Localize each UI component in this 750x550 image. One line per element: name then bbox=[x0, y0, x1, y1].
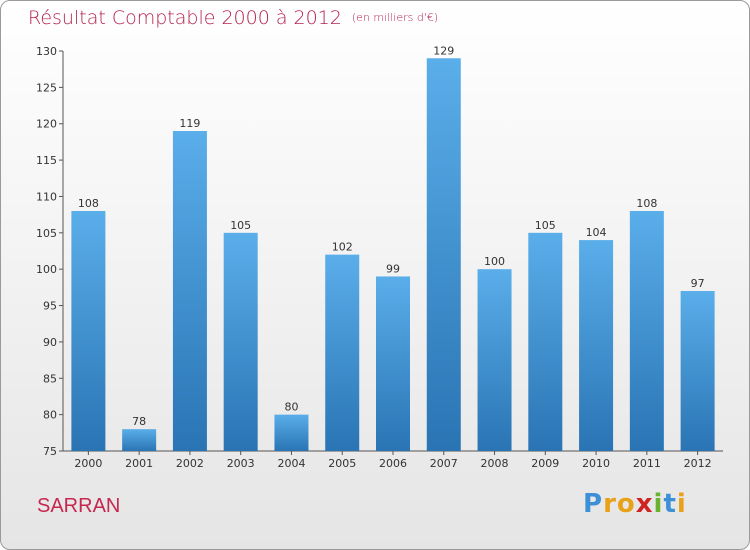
y-tick-label: 130 bbox=[36, 45, 57, 58]
data-label-2006: 99 bbox=[386, 262, 400, 275]
logo-letter: o bbox=[616, 489, 636, 519]
x-tick-label: 2002 bbox=[176, 457, 204, 470]
bar-2005 bbox=[325, 254, 360, 451]
x-tick-label: 2007 bbox=[430, 457, 458, 470]
y-tick-label: 120 bbox=[36, 118, 57, 131]
data-label-2012: 97 bbox=[691, 277, 705, 290]
data-label-2008: 100 bbox=[484, 255, 505, 268]
x-tick-label: 2000 bbox=[74, 457, 102, 470]
data-label-2009: 105 bbox=[535, 219, 556, 232]
y-tick-label: 125 bbox=[36, 81, 57, 94]
y-tick-label: 85 bbox=[43, 372, 57, 385]
data-label-2003: 105 bbox=[230, 219, 251, 232]
proxiti-logo: Proxiti bbox=[583, 489, 687, 519]
y-tick-label: 75 bbox=[43, 445, 57, 458]
bar-2009 bbox=[528, 232, 563, 451]
x-tick-label: 2001 bbox=[125, 457, 153, 470]
logo-letter: i bbox=[676, 489, 687, 519]
x-tick-label: 2009 bbox=[531, 457, 559, 470]
y-tick-label: 105 bbox=[36, 227, 57, 240]
bar-2003 bbox=[223, 232, 258, 451]
x-tick-label: 2010 bbox=[582, 457, 610, 470]
logo-letter: i bbox=[653, 489, 664, 519]
bar-2006 bbox=[376, 276, 410, 451]
data-label-2004: 80 bbox=[284, 401, 298, 414]
bar-2010 bbox=[579, 240, 614, 451]
chart-title: Résultat Comptable 2000 à 2012 (en millie… bbox=[28, 7, 438, 29]
data-label-2011: 108 bbox=[636, 197, 657, 210]
bar-2001 bbox=[122, 429, 157, 451]
logo-letter: P bbox=[583, 489, 604, 519]
data-label-2002: 119 bbox=[179, 117, 200, 130]
data-label-2007: 129 bbox=[433, 44, 454, 57]
bar-2007 bbox=[426, 58, 461, 451]
chart-title-text: Résultat Comptable 2000 à 2012 bbox=[28, 7, 342, 29]
x-tick-label: 2003 bbox=[227, 457, 255, 470]
bar-2002 bbox=[172, 131, 207, 451]
y-tick-label: 115 bbox=[36, 154, 57, 167]
bar-2004 bbox=[274, 414, 309, 451]
x-tick-label: 2004 bbox=[277, 457, 305, 470]
y-tick-label: 90 bbox=[43, 336, 57, 349]
commune-name: SARRAN bbox=[37, 495, 121, 517]
y-tick-label: 110 bbox=[36, 190, 57, 203]
x-tick-label: 2008 bbox=[481, 457, 509, 470]
bar-2008 bbox=[477, 269, 512, 451]
logo-letter: r bbox=[603, 489, 617, 519]
data-label-2005: 102 bbox=[332, 241, 353, 254]
data-label-2000: 108 bbox=[78, 197, 99, 210]
x-tick-label: 2011 bbox=[633, 457, 661, 470]
x-tick-label: 2005 bbox=[328, 457, 356, 470]
y-tick-label: 80 bbox=[43, 409, 57, 422]
y-tick-label: 100 bbox=[36, 263, 57, 276]
data-label-2010: 104 bbox=[586, 226, 607, 239]
data-label-2001: 78 bbox=[132, 415, 146, 428]
y-tick-label: 95 bbox=[43, 300, 57, 313]
x-tick-label: 2012 bbox=[684, 457, 712, 470]
logo-letter: x bbox=[635, 489, 654, 519]
bar-2000 bbox=[71, 211, 106, 451]
chart-subtitle: (en milliers d'€) bbox=[351, 11, 439, 24]
x-tick-label: 2006 bbox=[379, 457, 407, 470]
bar-2011 bbox=[629, 211, 664, 451]
logo-letter: t bbox=[663, 489, 677, 519]
bar-2012 bbox=[680, 291, 715, 451]
